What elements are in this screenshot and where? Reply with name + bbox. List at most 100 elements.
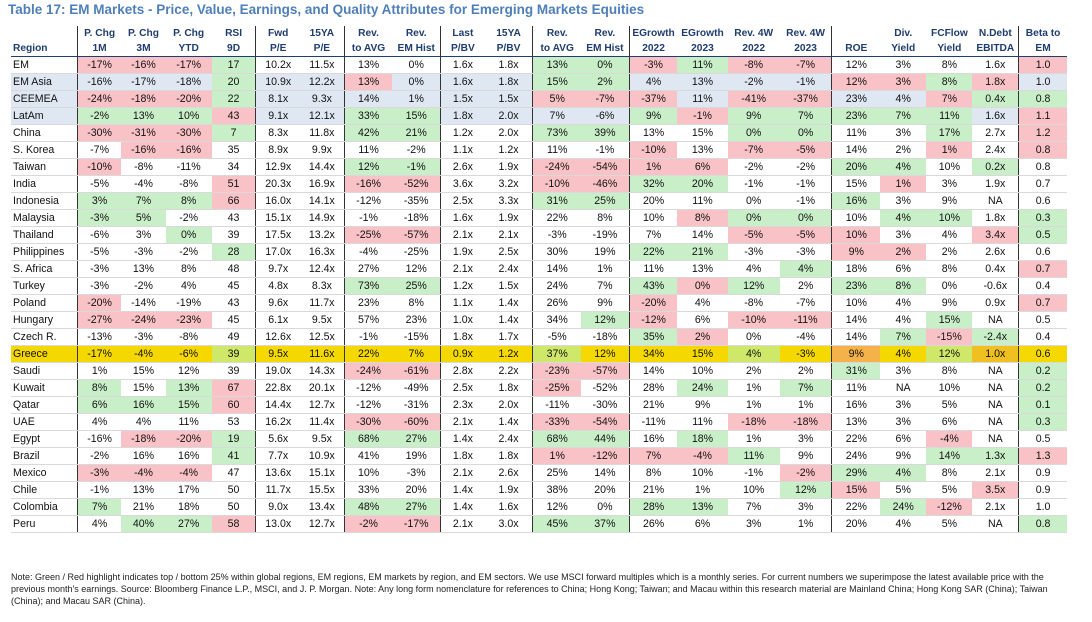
table-cell: -3% [727,243,780,261]
table-cell: -16% [343,175,393,193]
table-cell: 1% [779,396,832,414]
table-cell: 13.6x [255,464,301,482]
table-cell: 11.8x [300,124,345,142]
table-cell: -4% [926,430,973,448]
table-cell: 0.4x [972,260,1019,278]
table-cell: 28% [628,498,678,516]
table-cell: 22% [532,209,582,227]
table-cell: 14% [831,328,881,346]
table-cell: -57% [392,226,441,244]
table-cell: 4.8x [255,277,301,295]
table-cell: 8% [76,379,122,397]
table-cell: 1.1x [440,294,485,312]
table-row: Poland -20% -14% -19% 43 9.6x 11.7x 23% 8% 1.1x 1.… [11,294,1067,312]
header-bottom-cell: 2022 [727,41,780,57]
table-cell: -30% [76,124,122,142]
table-cell: 0.5 [1018,430,1067,448]
table-cell: 0.5 [1018,311,1067,329]
table-cell: -2% [727,73,780,91]
table-cell: 7% [779,379,832,397]
header-bottom-cell: YTD [165,41,212,57]
table-cell: 1.8x [484,447,533,465]
table-cell: -2.4x [972,328,1019,346]
table-cell: 5% [926,481,973,499]
table-cell: 16% [831,192,881,210]
table-cell: 31% [532,192,582,210]
table-cell: 9.3x [300,90,345,108]
table-cell: 0.1 [1018,396,1067,414]
table-cell: 0% [727,328,780,346]
table-cell: 9% [926,192,973,210]
table-cell: -6% [76,226,122,244]
table-cell: -24% [76,90,122,108]
table-cell: 1.8x [972,73,1019,91]
header-top-cell: Beta to [1018,26,1067,41]
table-cell: 1.6x [440,209,485,227]
header-bottom-cell: Yield [926,41,973,57]
table-cell: 12.6x [255,328,301,346]
table-cell: 0.6 [1018,243,1067,261]
table-cell: 2.1x [440,260,485,278]
header-bottom-cell: 9D [211,41,256,57]
header-bottom-cell: P/E [300,41,345,57]
table-cell: 13% [677,260,728,278]
table-cell: 8% [926,260,973,278]
table-cell: 9% [831,345,881,363]
table-cell: 10.2x [255,56,301,74]
table-cell: -4% [121,345,166,363]
table-cell: 14% [831,311,881,329]
table-cell: 40% [121,515,166,533]
header-bottom-cell: EBITDA [972,41,1019,57]
table-cell: -1% [779,192,832,210]
table-cell: 0.8 [1018,141,1067,159]
table-cell: 0.4 [1018,328,1067,346]
table-row: India -5% -4% -8% 51 20.3x 16.9x -16% -52% 3.6x 3.… [11,175,1067,193]
table-row: Kuwait 8% 15% 13% 67 22.8x 20.1x -12% -49% 2.5x 1.… [11,379,1067,397]
table-cell: -6% [581,107,630,125]
table-cell: 8% [880,277,927,295]
table-row: Saudi 1% 15% 12% 39 19.0x 14.3x -24% -61% 2.8x 2.2… [11,362,1067,380]
table-cell: 4% [880,294,927,312]
table-cell: 15% [121,379,166,397]
table-cell: 3% [727,515,780,533]
table-cell: 8% [581,209,630,227]
region-name: Indonesia [11,192,78,210]
table-cell: 16% [831,396,881,414]
table-cell: 13% [677,141,728,159]
table-cell: -33% [532,413,582,431]
table-row: Czech R. -13% -3% -8% 49 12.6x 12.5x -1% -15% 1.8… [11,328,1067,346]
region-name: India [11,175,78,193]
table-cell: 1.0 [1018,56,1067,74]
table-cell: 49 [211,328,256,346]
table-cell: 5% [532,90,582,108]
table-cell: 73% [532,124,582,142]
table-cell: 3% [76,192,122,210]
table-cell: 23% [831,90,881,108]
table-cell: 18% [831,260,881,278]
table-cell: -12% [926,498,973,516]
table-cell: 11% [628,260,678,278]
table-cell: 13% [121,260,166,278]
table-cell: 12% [926,345,973,363]
table-cell: 1.9x [440,243,485,261]
table-cell: 8% [165,192,212,210]
table-cell: 1.9x [484,209,533,227]
table-cell: 12% [779,481,832,499]
table-cell: 12.7x [300,515,345,533]
table-cell: 9% [779,447,832,465]
region-name: Poland [11,294,78,312]
table-cell: 15% [831,175,881,193]
table-cell: 19% [581,243,630,261]
table-cell: -2% [165,209,212,227]
table-cell: 0.9x [972,294,1019,312]
table-cell: -3% [121,243,166,261]
region-name: Thailand [11,226,78,244]
table-cell: 27% [165,515,212,533]
table-cell: 10% [831,294,881,312]
table-cell: 13% [121,481,166,499]
table-cell: 0% [779,209,832,227]
table-cell: 14% [628,362,678,380]
table-cell: 16% [628,430,678,448]
table-cell: 1% [727,430,780,448]
table-cell: 20% [628,192,678,210]
